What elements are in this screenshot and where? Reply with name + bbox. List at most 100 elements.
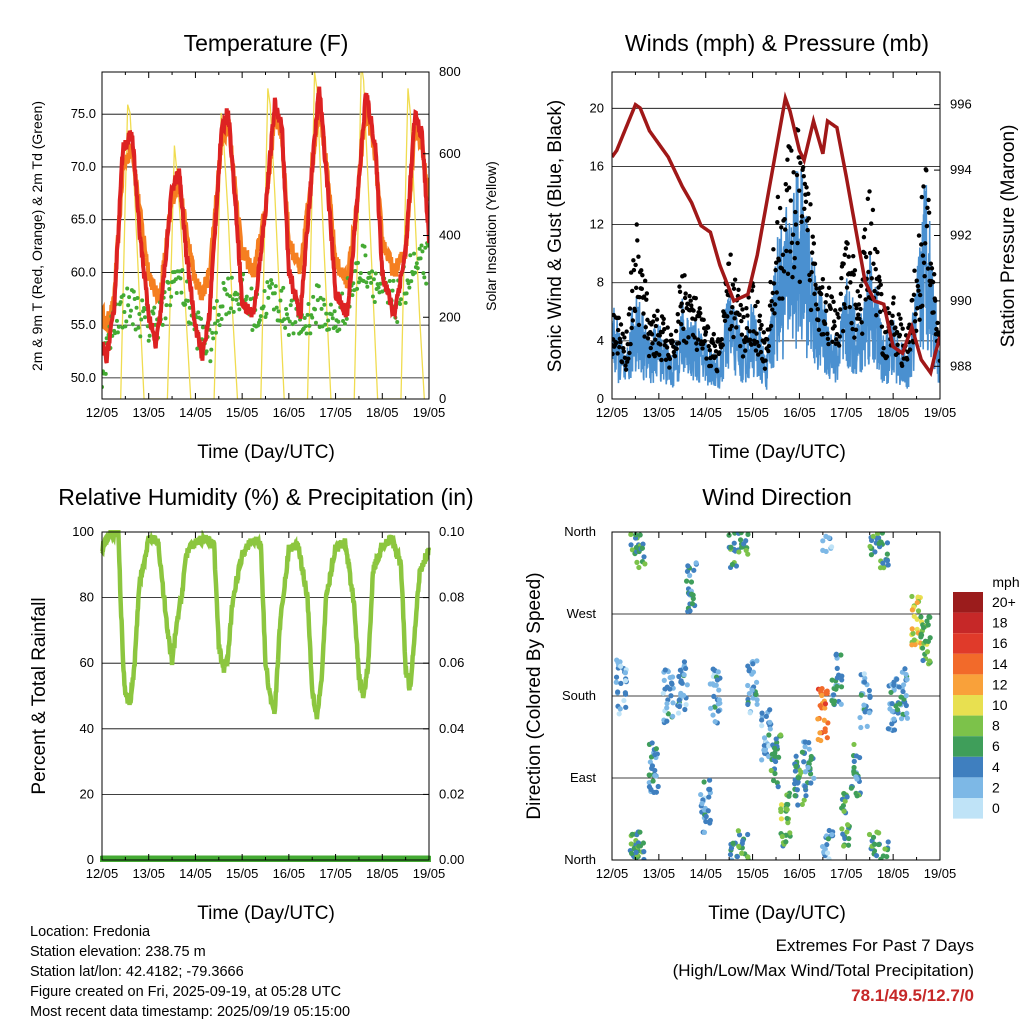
gust-point <box>873 267 878 272</box>
gust-point <box>789 240 795 246</box>
gust-point <box>741 314 746 320</box>
gust-point <box>931 272 937 277</box>
dewpoint-point <box>215 318 220 323</box>
direction-point <box>745 532 751 538</box>
dewpoint-point <box>350 293 355 298</box>
direction-point <box>853 774 859 780</box>
gust-point <box>681 326 686 331</box>
gust-point <box>629 325 634 331</box>
direction-point <box>815 736 821 743</box>
gust-point <box>643 324 648 330</box>
direction-point <box>665 711 671 717</box>
direction-point <box>820 547 826 553</box>
gust-point <box>750 284 756 289</box>
dewpoint-point <box>281 285 286 290</box>
direction-point <box>903 693 909 699</box>
gust-point <box>758 326 763 331</box>
dewpoint-point <box>130 322 135 327</box>
y-tick-label: 8 <box>597 275 604 290</box>
gust-point <box>743 348 748 353</box>
direction-point <box>910 630 916 636</box>
dewpoint-point <box>229 275 234 280</box>
gust-point <box>783 182 788 187</box>
gust-point <box>869 221 874 226</box>
direction-point <box>831 692 837 698</box>
gust-point <box>860 331 865 336</box>
direction-point <box>769 751 775 757</box>
dewpoint-point <box>372 299 377 304</box>
gust-point <box>878 282 883 288</box>
humidity-plot-frame <box>101 531 430 861</box>
gust-point <box>799 219 804 225</box>
dewpoint-point <box>179 290 184 295</box>
direction-point <box>676 703 683 710</box>
direction-point <box>734 853 740 860</box>
gust-point <box>767 327 772 332</box>
direction-point <box>715 708 721 714</box>
gust-point <box>675 312 680 317</box>
dewpoint-point <box>250 327 255 332</box>
gust-point <box>862 250 867 256</box>
gust-point <box>785 157 790 162</box>
y-tick-label: 70.0 <box>71 159 96 174</box>
gust-point <box>767 303 773 308</box>
gust-point <box>774 290 779 295</box>
direction-point <box>738 532 744 536</box>
direction-point <box>652 773 658 779</box>
latlon-text: Station lat/lon: 42.4182; -79.3666 <box>30 964 244 980</box>
gust-point <box>632 308 638 314</box>
direction-point <box>775 784 781 790</box>
x-tick-label: 18/05 <box>877 866 910 881</box>
direction-point <box>733 563 740 569</box>
direction-point <box>731 540 737 546</box>
gust-point <box>771 281 777 286</box>
dewpoint-point <box>219 316 224 321</box>
direction-point <box>811 775 817 781</box>
y-tick-label: 12 <box>590 217 604 232</box>
direction-point <box>841 808 847 814</box>
dewpoint-point <box>323 322 328 327</box>
legend-swatch <box>953 736 983 757</box>
direction-point <box>676 697 682 703</box>
gust-point <box>863 297 868 302</box>
direction-point <box>706 777 713 783</box>
direction-point <box>822 726 828 732</box>
direction-point <box>925 622 931 628</box>
gust-point <box>879 324 885 329</box>
direction-point <box>745 854 751 860</box>
gust-point <box>617 336 623 341</box>
gust-point <box>926 210 932 215</box>
direction-point <box>842 835 848 842</box>
direction-point <box>650 778 656 784</box>
x-tick-label: 12/05 <box>86 866 119 881</box>
gust-point <box>713 354 718 359</box>
gust-point <box>898 316 903 321</box>
gust-point <box>631 258 636 263</box>
gust-point <box>846 254 851 259</box>
gust-point <box>924 168 929 173</box>
direction-point <box>884 853 890 860</box>
direction-point <box>795 802 801 808</box>
direction-point <box>806 746 812 752</box>
direction-point <box>854 793 860 799</box>
direction-point <box>904 710 910 716</box>
gust-point <box>674 346 679 351</box>
x-tick-label: 14/05 <box>179 405 212 420</box>
direction-xlabel: Time (Day/UTC) <box>708 903 846 924</box>
gust-point <box>637 294 642 300</box>
gust-point <box>843 246 849 251</box>
direction-point <box>793 763 799 770</box>
dewpoint-point <box>244 294 249 299</box>
direction-point <box>649 740 655 746</box>
gust-point <box>832 323 837 329</box>
gust-point <box>808 202 813 207</box>
direction-point <box>778 816 785 822</box>
direction-point <box>904 715 911 721</box>
direction-point <box>664 705 670 711</box>
dewpoint-point <box>358 271 363 276</box>
dewpoint-point <box>142 315 147 320</box>
gust-point <box>822 321 828 327</box>
gust-point <box>775 194 781 200</box>
gust-point <box>859 320 864 325</box>
direction-point <box>766 732 772 738</box>
